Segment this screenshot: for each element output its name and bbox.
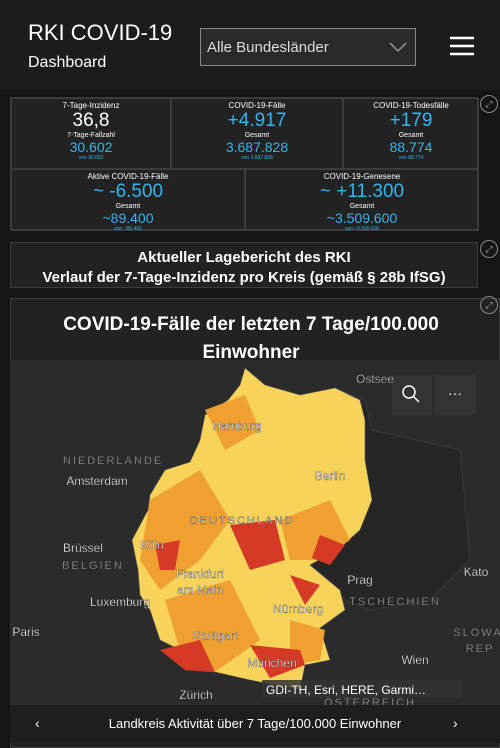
- report-panel: Aktueller Lagebericht des RKI Verlauf de…: [10, 242, 478, 288]
- map-label: Frankfurt: [176, 567, 225, 581]
- map[interactable]: ··· Ostsee Hamburg NIEDERLANDE Amsterdam Ber…: [10, 360, 500, 705]
- stat-note: von 88.774: [398, 155, 424, 161]
- stat-cell: Aktive COVID-19-Fälle ~ -6.500 Gesamt ~89.4…: [11, 169, 245, 232]
- expand-button[interactable]: ⤢: [480, 296, 498, 314]
- more-button[interactable]: [434, 375, 476, 415]
- report-title: Aktueller Lagebericht des RKI: [137, 249, 351, 266]
- app-title: RKI COVID-19: [28, 20, 173, 45]
- stats-panel: 7-Tage-Inzidenz 36,8 7-Tage-Fallzahl 30.602…: [10, 97, 479, 232]
- map-label: Kato: [464, 565, 489, 579]
- stat-sub-label: Gesamt: [115, 203, 141, 210]
- map-attribution: GDI-TH, Esri, HERE, Garmi…: [266, 683, 426, 697]
- map-label: Berlin: [315, 469, 346, 483]
- map-label: Brüssel: [63, 541, 103, 555]
- stat-cell: COVID-19-Fälle +4.917 Gesamt 3.687.828 von 3…: [171, 98, 343, 169]
- map-label: TSCHECHIEN: [349, 596, 441, 608]
- stat-sub-label: Gesamt: [244, 132, 270, 139]
- stat-sub-value: 88.774: [389, 139, 433, 155]
- stat-value: +179: [389, 110, 433, 131]
- map-label: Zürich: [179, 688, 212, 702]
- prev-button[interactable]: ‹: [35, 715, 40, 731]
- map-label: Amsterdam: [66, 474, 127, 488]
- map-label: Stuttgart: [192, 629, 238, 643]
- map-footer: ‹ Landkreis Aktivität über 7 Tage/100.00…: [10, 705, 500, 743]
- expand-button[interactable]: ⤢: [480, 240, 498, 258]
- stat-note: von ~89.400: [114, 226, 142, 232]
- map-label: Prag: [347, 573, 372, 587]
- stat-label: COVID-19-Todesfälle: [373, 101, 449, 110]
- expand-button[interactable]: ⤢: [480, 95, 498, 113]
- stat-value: 36,8: [72, 110, 110, 131]
- menu-button[interactable]: [450, 36, 474, 56]
- dropdown-arrow: [389, 42, 407, 53]
- map-label: München: [247, 656, 296, 670]
- map-label: Luxemburg: [90, 595, 150, 609]
- stat-sub-value: 3.687.828: [225, 139, 289, 155]
- stat-label: COVID-19-Fälle: [228, 101, 286, 110]
- map-label: Paris: [12, 625, 39, 639]
- stat-sub-label: Gesamt: [398, 132, 424, 139]
- stat-sub-label: Gesamt: [349, 203, 375, 210]
- stat-note: von 30.602: [78, 155, 104, 161]
- next-button[interactable]: ›: [453, 715, 458, 731]
- stat-cell: 7-Tage-Inzidenz 36,8 7-Tage-Fallzahl 30.602…: [11, 98, 171, 169]
- map-label: BELGIEN: [62, 560, 124, 572]
- map-label: DEUTSCHLAND: [190, 515, 295, 527]
- dropdown-value: Alle Bundesländer: [207, 39, 329, 56]
- stat-sub-value: ~89.400: [102, 210, 154, 226]
- stat-label: 7-Tage-Inzidenz: [62, 101, 120, 110]
- search-button[interactable]: [392, 375, 432, 415]
- map-label: Köln: [140, 538, 164, 552]
- map-label: NIEDERLANDE: [63, 455, 163, 467]
- map-label: SLOWA: [453, 627, 500, 639]
- stat-note: von ~3.509.600: [344, 226, 380, 232]
- stat-sub-value: ~3.509.600: [326, 210, 398, 226]
- map-label: Nürnberg: [273, 602, 323, 616]
- footer-text: Landkreis Aktivität über 7 Tage/100.000 …: [108, 716, 402, 731]
- report-subtitle: Verlauf der 7-Tage-Inzidenz pro Kreis (g…: [42, 269, 446, 286]
- header: RKI COVID-19 Dashboard Alle Bundesländer: [0, 0, 500, 90]
- stat-note: von 3.687.828: [241, 155, 273, 161]
- stat-label: COVID-19-Genesene: [323, 172, 401, 181]
- stat-value: ~ +11.300: [319, 181, 405, 202]
- region-dropdown[interactable]: Alle Bundesländer: [200, 28, 416, 66]
- stat-value: ~ -6.500: [92, 181, 164, 202]
- stat-sub-value: 30.602: [69, 139, 113, 155]
- map-label: am Main: [177, 583, 223, 597]
- map-label: Wien: [401, 653, 428, 667]
- map-label: REP: [466, 643, 495, 655]
- stat-cell: COVID-19-Genesene ~ +11.300 Gesamt ~3.509.6…: [245, 169, 479, 232]
- map-label: ÖSTERREICH: [324, 697, 416, 705]
- svg-text:···: ···: [448, 385, 462, 401]
- stat-label: Aktive COVID-19-Fälle: [87, 172, 169, 181]
- stat-cell: COVID-19-Todesfälle +179 Gesamt 88.774 von 8…: [343, 98, 479, 169]
- stat-sub-label: 7-Tage-Fallzahl: [67, 132, 115, 139]
- map-label: Hamburg: [212, 419, 261, 433]
- app-subtitle: Dashboard: [28, 54, 107, 71]
- map-label: Ostsee: [356, 372, 394, 386]
- stat-value: +4.917: [227, 110, 287, 131]
- map-title: COVID-19-Fälle der letzten 7 Tage/100.00…: [63, 314, 439, 363]
